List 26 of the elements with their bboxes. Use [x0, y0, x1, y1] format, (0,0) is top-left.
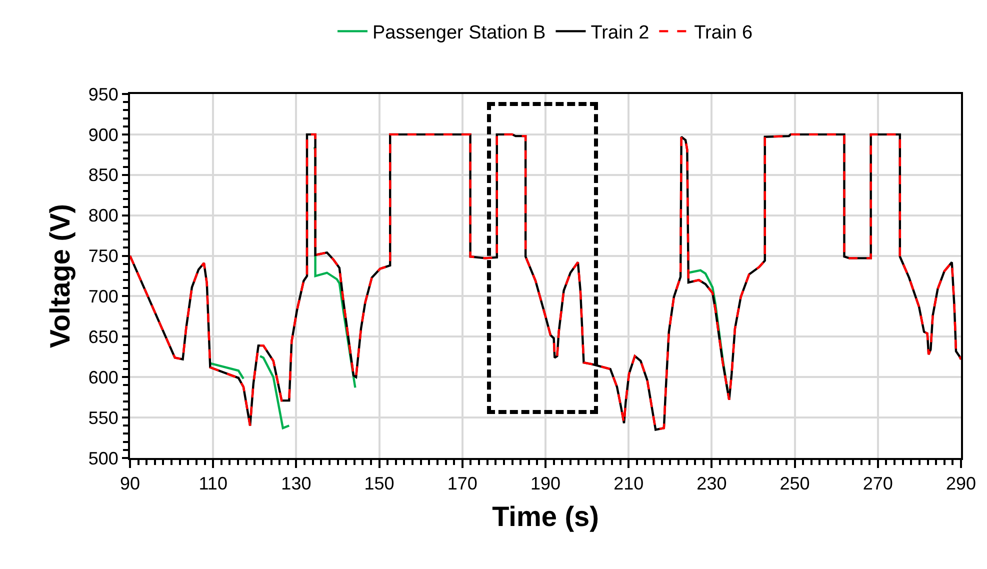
x-tick-label: 270	[862, 474, 893, 494]
x-axis-title: Time (s)	[492, 501, 599, 532]
y-tick-label: 950	[88, 84, 118, 104]
y-tick-label: 900	[88, 124, 118, 145]
x-tick-label: 90	[120, 474, 140, 494]
legend-label: Train 6	[694, 22, 753, 44]
y-tick-label: 550	[88, 408, 118, 428]
x-tick-label: 110	[198, 474, 228, 494]
x-tick-label: 190	[530, 474, 561, 494]
legend-label: Passenger Station B	[372, 22, 546, 44]
y-tick-label: 600	[88, 367, 118, 388]
x-tick-label: 150	[364, 474, 394, 494]
x-tick-label: 170	[447, 474, 478, 494]
y-tick-label: 650	[88, 326, 118, 347]
y-tick-label: 500	[88, 448, 118, 468]
y-tick-label: 750	[88, 246, 118, 266]
x-tick-label: 230	[696, 474, 727, 494]
y-axis-title: Voltage (V)	[44, 204, 76, 348]
x-tick-label: 250	[780, 474, 810, 494]
y-tick-label: 850	[88, 165, 118, 186]
y-tick-label: 700	[88, 286, 118, 307]
x-tick-label: 210	[614, 474, 644, 494]
legend-label: Train 2	[590, 22, 650, 44]
x-tick-label: 290	[946, 474, 976, 494]
x-tick-label: 130	[281, 474, 312, 494]
y-tick-label: 800	[88, 206, 118, 226]
